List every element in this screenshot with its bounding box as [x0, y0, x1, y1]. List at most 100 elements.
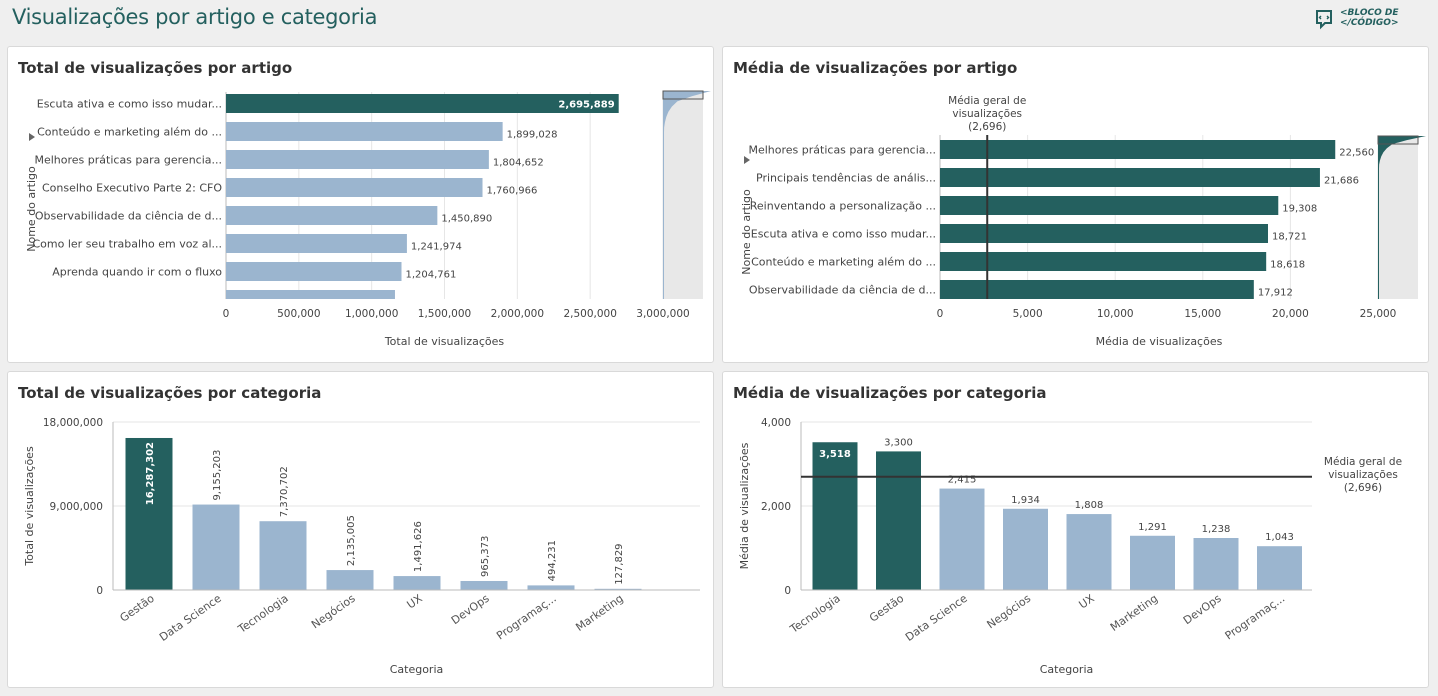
category-label: Reinventando a personalização ...: [750, 200, 936, 213]
x-tick-label: 20,000: [1272, 308, 1309, 320]
category-label: UX: [1076, 592, 1097, 612]
y-tick-label: 2,000: [761, 501, 791, 513]
data-label: 22,560: [1339, 148, 1374, 159]
bar[interactable]: [192, 504, 240, 590]
category-label: Data Science: [903, 592, 970, 644]
panel-media-por-artigo[interactable]: Média de visualizações por artigo 0 5,000…: [722, 46, 1429, 363]
data-label: 1,043: [1265, 532, 1294, 543]
x-axis-title: Média de visualizações: [1096, 335, 1223, 348]
data-label: 16,287,302: [145, 442, 156, 505]
data-label: 965,373: [480, 536, 491, 577]
bar[interactable]: [876, 451, 921, 590]
bar[interactable]: [226, 262, 402, 281]
category-label: Como ler seu trabalho em voz al...: [33, 238, 223, 251]
bar[interactable]: [940, 252, 1267, 271]
bar[interactable]: [940, 196, 1279, 215]
chart-title: Total de visualizações por artigo: [18, 59, 293, 77]
code-block-icon: [1316, 10, 1332, 30]
bar[interactable]: [226, 206, 438, 225]
scroll-overview[interactable]: [1378, 136, 1418, 299]
category-label: Observabilidade da ciência de d...: [749, 284, 936, 297]
data-label: 1,450,890: [441, 214, 492, 225]
x-axis-title: Categoria: [390, 663, 444, 676]
bar[interactable]: [527, 585, 575, 590]
bar[interactable]: [940, 168, 1320, 187]
bar[interactable]: [226, 290, 395, 299]
x-axis-title: Categoria: [1040, 663, 1094, 676]
chart-total-por-artigo[interactable]: 0 500,000 1,000,000 1,500,000 2,000,000 2,500…: [8, 47, 715, 364]
data-label: 1,899,028: [507, 130, 558, 141]
bar[interactable]: [1193, 538, 1239, 590]
bar[interactable]: [393, 576, 441, 590]
data-label: 1,291: [1138, 522, 1167, 533]
bar[interactable]: [226, 234, 407, 253]
category-label: Conteúdo e marketing além do ...: [37, 126, 222, 139]
reference-line-label: (2,696): [968, 121, 1006, 133]
bar[interactable]: [1066, 514, 1112, 590]
bar[interactable]: [226, 150, 489, 169]
panel-total-por-artigo[interactable]: Total de visualizações por artigo 0 500,0…: [7, 46, 714, 363]
bar[interactable]: [460, 580, 508, 590]
category-label: Tecnologia: [787, 592, 843, 636]
bar[interactable]: [1257, 546, 1302, 590]
y-axis-title: Média de visualizações: [738, 442, 751, 569]
bar[interactable]: [940, 224, 1268, 243]
x-axis-title: Total de visualizações: [384, 335, 505, 348]
category-label: Aprenda quando ir com o fluxo: [52, 266, 222, 279]
data-label: 127,829: [614, 543, 625, 584]
data-label: 1,808: [1075, 500, 1104, 511]
bar[interactable]: [226, 94, 619, 113]
category-label: Conteúdo e marketing além do ...: [751, 256, 936, 269]
bar[interactable]: [594, 588, 642, 590]
data-label: 2,415: [948, 475, 977, 486]
bar[interactable]: [940, 140, 1336, 159]
x-tick-label: 5,000: [1013, 308, 1043, 320]
reference-line-label: visualizações: [1328, 469, 1398, 481]
category-label: Principais tendências de anális...: [756, 172, 936, 185]
bar[interactable]: [1003, 508, 1048, 590]
bar[interactable]: [226, 178, 483, 197]
y-axis-title: Nome do artigo: [25, 166, 38, 252]
data-label: 2,695,889: [558, 100, 614, 111]
scroll-thumb[interactable]: [1377, 135, 1419, 145]
category-label: Observabilidade da ciência de d...: [35, 210, 222, 223]
bar[interactable]: [226, 122, 503, 141]
category-label: Escuta ativa e como isso mudar...: [37, 98, 222, 111]
x-tick-label: 10,000: [1097, 308, 1134, 320]
data-label: 9,155,203: [212, 450, 223, 501]
bar[interactable]: [326, 570, 374, 590]
x-tick-label: 3,000,000: [636, 308, 689, 320]
bar[interactable]: [125, 437, 173, 590]
data-label: 1,934: [1011, 495, 1040, 506]
data-label: 3,518: [819, 449, 851, 460]
category-label: Gestão: [117, 592, 156, 625]
y-tick-label: 0: [96, 585, 103, 597]
data-label: 19,308: [1282, 204, 1317, 215]
panel-media-por-categoria[interactable]: Média de visualizações por categoria 0 2,…: [722, 371, 1429, 688]
x-tick-label: 0: [937, 308, 944, 320]
category-label: Melhores práticas para gerencia...: [748, 144, 936, 157]
category-label: UX: [404, 592, 425, 612]
category-label: Programaç...: [1223, 592, 1288, 643]
chart-media-por-artigo[interactable]: 0 5,000 10,000 15,000 20,000 25,000 Melhores p…: [723, 47, 1430, 364]
data-label: 1,238: [1202, 524, 1231, 535]
bar[interactable]: [812, 442, 858, 590]
chart-total-por-categoria[interactable]: 0 9,000,000 18,000,000 16,287,302 Gestão 9,15…: [8, 372, 715, 689]
chart-title: Média de visualizações por artigo: [733, 59, 1018, 77]
expand-arrow-icon[interactable]: [29, 133, 35, 141]
bar[interactable]: [939, 488, 985, 590]
data-label: 7,370,702: [279, 466, 290, 517]
panel-total-por-categoria[interactable]: Total de visualizações por categoria 0 9,…: [7, 371, 714, 688]
chart-title: Total de visualizações por categoria: [18, 384, 322, 402]
expand-arrow-icon[interactable]: [744, 156, 750, 164]
reference-line-label: visualizações: [952, 108, 1022, 120]
logo-text: <BLOCO DE </CÓDIGO>: [1340, 8, 1399, 28]
bar[interactable]: [940, 280, 1254, 299]
bar[interactable]: [1130, 535, 1175, 590]
category-label: Marketing: [1108, 592, 1160, 634]
category-label: Marketing: [573, 592, 625, 634]
bar[interactable]: [259, 521, 307, 590]
scroll-overview[interactable]: [663, 91, 703, 299]
chart-media-por-categoria[interactable]: 0 2,000 4,000 3,518 Tecnologia 3,300 Gestão 2,4…: [723, 372, 1430, 689]
scroll-thumb[interactable]: [662, 90, 704, 100]
